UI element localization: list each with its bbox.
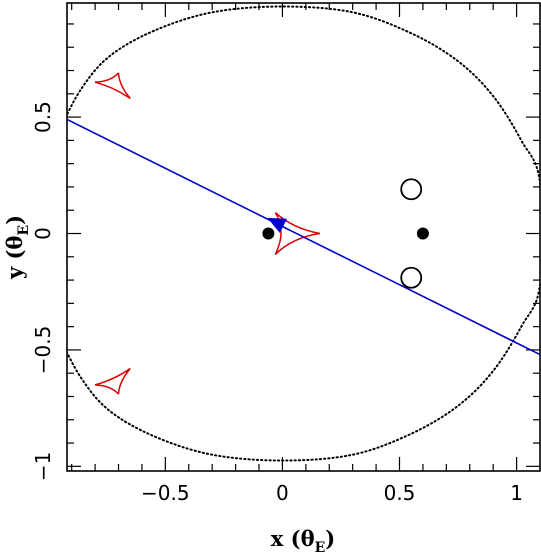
x-tick-label: 0	[276, 481, 289, 505]
lens-point	[416, 227, 429, 240]
trajectory-arrow-icon	[267, 217, 288, 234]
y-tick-label: 0	[31, 227, 55, 240]
y-axis-label: y (θE)	[2, 215, 32, 280]
y-tick-label: −0.5	[31, 326, 55, 375]
lens-positions	[262, 227, 429, 240]
y-tick-labels: −1 −0.5 0 0.5	[31, 101, 55, 481]
y-tick-label: 0.5	[31, 101, 55, 133]
x-axis-label: x (θE)	[271, 526, 335, 555]
image-circle	[400, 266, 423, 289]
x-tick-label: −0.5	[141, 481, 190, 505]
x-tick-label: 0.5	[384, 481, 416, 505]
image-circle	[400, 178, 423, 201]
source-trajectory	[67, 118, 540, 356]
caustic-lower	[94, 367, 131, 395]
plot-frame	[66, 2, 541, 472]
x-tick-labels: −0.5 0 0.5 1	[141, 481, 523, 505]
y-tick-label: −1	[31, 452, 55, 481]
caustics	[94, 72, 321, 395]
image-circles	[400, 178, 423, 289]
plot-area	[67, 5, 540, 462]
critical-curve	[67, 5, 540, 462]
lens-point	[262, 227, 275, 240]
x-tick-label: 1	[510, 481, 523, 505]
caustic-upper	[94, 72, 131, 100]
